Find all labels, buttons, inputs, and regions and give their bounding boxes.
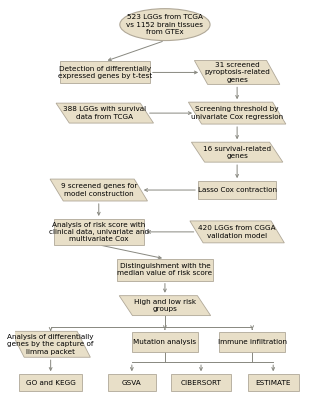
Text: High and low risk
groups: High and low risk groups [134,299,196,312]
Text: 420 LGGs from CGGA
validation model: 420 LGGs from CGGA validation model [198,225,276,238]
Text: Analysis of differentially
genes by the capture of
limma packet: Analysis of differentially genes by the … [7,334,94,354]
Text: GSVA: GSVA [122,380,142,386]
Bar [198,181,276,199]
Bar [219,332,285,352]
Polygon shape [191,142,283,162]
Bar [108,374,156,391]
Polygon shape [190,221,284,243]
Text: Screening threshold by
univariate Cox regression: Screening threshold by univariate Cox re… [191,106,283,120]
Bar [19,374,82,391]
Bar [248,374,299,391]
Text: 9 screened genes for
model construction: 9 screened genes for model construction [61,184,137,197]
Polygon shape [119,296,211,316]
Ellipse shape [120,9,210,40]
Bar [60,62,150,84]
Text: Mutation analysis: Mutation analysis [133,339,197,345]
Text: ESTIMATE: ESTIMATE [255,380,291,386]
Text: Distinguishment with the
median value of risk score: Distinguishment with the median value of… [117,263,212,276]
Text: GO and KEGG: GO and KEGG [26,380,76,386]
Text: Immune infiltration: Immune infiltration [218,339,287,345]
Polygon shape [194,60,280,84]
Text: 388 LGGs with survival
data from TCGA: 388 LGGs with survival data from TCGA [63,106,146,120]
Polygon shape [50,179,148,201]
Text: Lasso Cox contraction: Lasso Cox contraction [198,187,276,193]
Text: 523 LGGs from TCGA
vs 1152 brain tissues
from GTEx: 523 LGGs from TCGA vs 1152 brain tissues… [126,14,204,35]
Text: 31 screened
pyroptosis-related
genes: 31 screened pyroptosis-related genes [204,62,270,83]
Bar [117,259,213,281]
Text: Analysis of risk score with
clinical data, univariate and
multivariate Cox: Analysis of risk score with clinical dat… [49,222,149,242]
Polygon shape [56,103,154,123]
Bar [171,374,231,391]
Text: Detection of differentially
expressed genes by t-test: Detection of differentially expressed ge… [58,66,152,79]
Bar [132,332,198,352]
Polygon shape [11,331,90,357]
Polygon shape [188,102,286,124]
Text: 16 survival-related
genes: 16 survival-related genes [203,146,271,159]
Bar [54,219,144,245]
Text: CIBERSORT: CIBERSORT [180,380,222,386]
